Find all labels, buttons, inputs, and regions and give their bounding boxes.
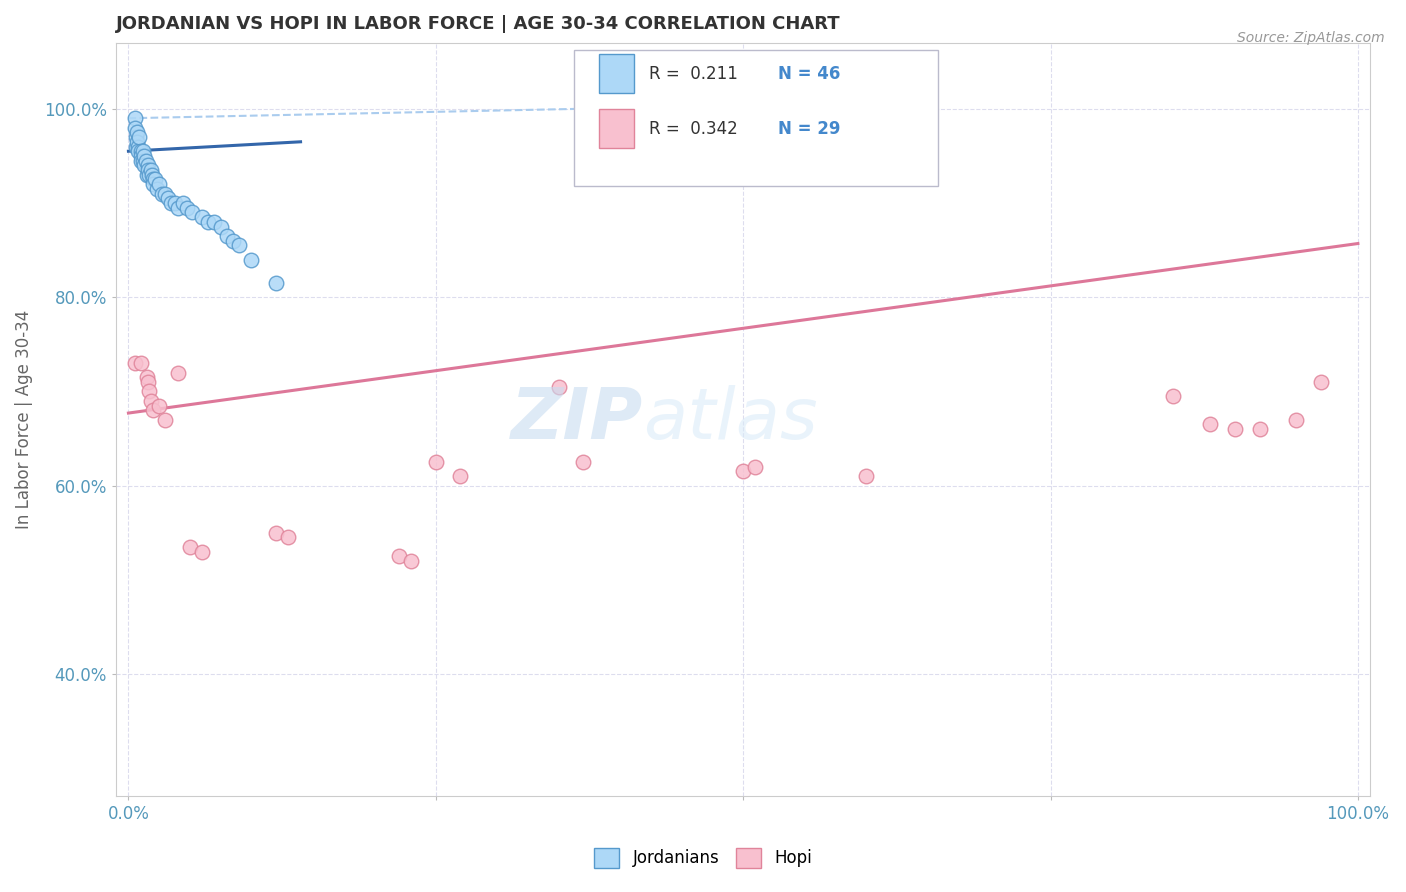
Point [142,172,165,186]
Y-axis label: In Labor Force | Age 30-34: In Labor Force | Age 30-34 [15,310,32,529]
Text: ZIP: ZIP [510,385,643,454]
Point [155,186,177,201]
Point [148,399,170,413]
Point [136,158,159,172]
Point [138,168,160,182]
Point [134,149,156,163]
Point [179,540,201,554]
Point [191,210,214,224]
Point [240,252,263,267]
Point [399,554,422,568]
Point [129,356,152,370]
Point [156,191,179,205]
Point [172,196,194,211]
Point [264,525,287,540]
Point [1199,417,1222,432]
Text: R =  0.342: R = 0.342 [650,120,738,137]
Point [125,135,148,149]
Point [1223,422,1246,436]
Point [136,163,159,178]
Point [388,549,411,564]
Point [145,182,167,196]
Point [125,125,148,139]
Point [124,120,146,135]
Point [135,153,157,168]
FancyBboxPatch shape [599,54,634,94]
Point [125,139,148,153]
Point [139,163,162,178]
Point [744,459,766,474]
FancyBboxPatch shape [599,109,634,148]
Point [134,158,156,172]
Point [132,145,155,159]
Text: Source: ZipAtlas.com: Source: ZipAtlas.com [1237,31,1385,45]
Point [139,393,162,408]
Point [277,530,299,544]
Point [129,145,152,159]
Point [135,370,157,384]
Point [132,153,155,168]
Text: N = 46: N = 46 [779,65,841,83]
Point [165,196,187,211]
Point [148,177,170,191]
Point [124,356,146,370]
Text: JORDANIAN VS HOPI IN LABOR FORCE | AGE 30-34 CORRELATION CHART: JORDANIAN VS HOPI IN LABOR FORCE | AGE 3… [117,15,841,33]
Point [135,168,157,182]
Point [222,234,245,248]
Text: R =  0.211: R = 0.211 [650,65,738,83]
Point [449,469,471,483]
Point [141,168,163,182]
Point [136,375,159,389]
Point [572,455,595,469]
Point [127,145,149,159]
Point [215,229,238,244]
Point [150,186,173,201]
Point [197,215,219,229]
FancyBboxPatch shape [574,51,938,186]
Text: N = 29: N = 29 [779,120,841,137]
Point [125,130,148,145]
Point [160,196,183,211]
Point [1310,375,1333,389]
Point [129,149,152,163]
Point [228,238,250,252]
Point [142,403,165,417]
Point [124,112,146,126]
Point [425,455,447,469]
Point [145,172,167,186]
Point [138,384,160,399]
Point [204,215,226,229]
Point [128,130,150,145]
Point [547,380,569,394]
Point [209,219,232,234]
Point [166,366,188,380]
Point [264,276,287,290]
Point [1163,389,1185,403]
Point [155,412,177,426]
Point [855,469,877,483]
Point [733,465,755,479]
Point [127,139,149,153]
Point [129,153,152,168]
Point [191,544,214,558]
Point [1249,422,1271,436]
Text: atlas: atlas [643,385,817,454]
Legend: Jordanians, Hopi: Jordanians, Hopi [588,841,818,875]
Point [181,205,204,219]
Point [142,177,165,191]
Point [1285,412,1308,426]
Point [176,201,198,215]
Point [166,201,188,215]
